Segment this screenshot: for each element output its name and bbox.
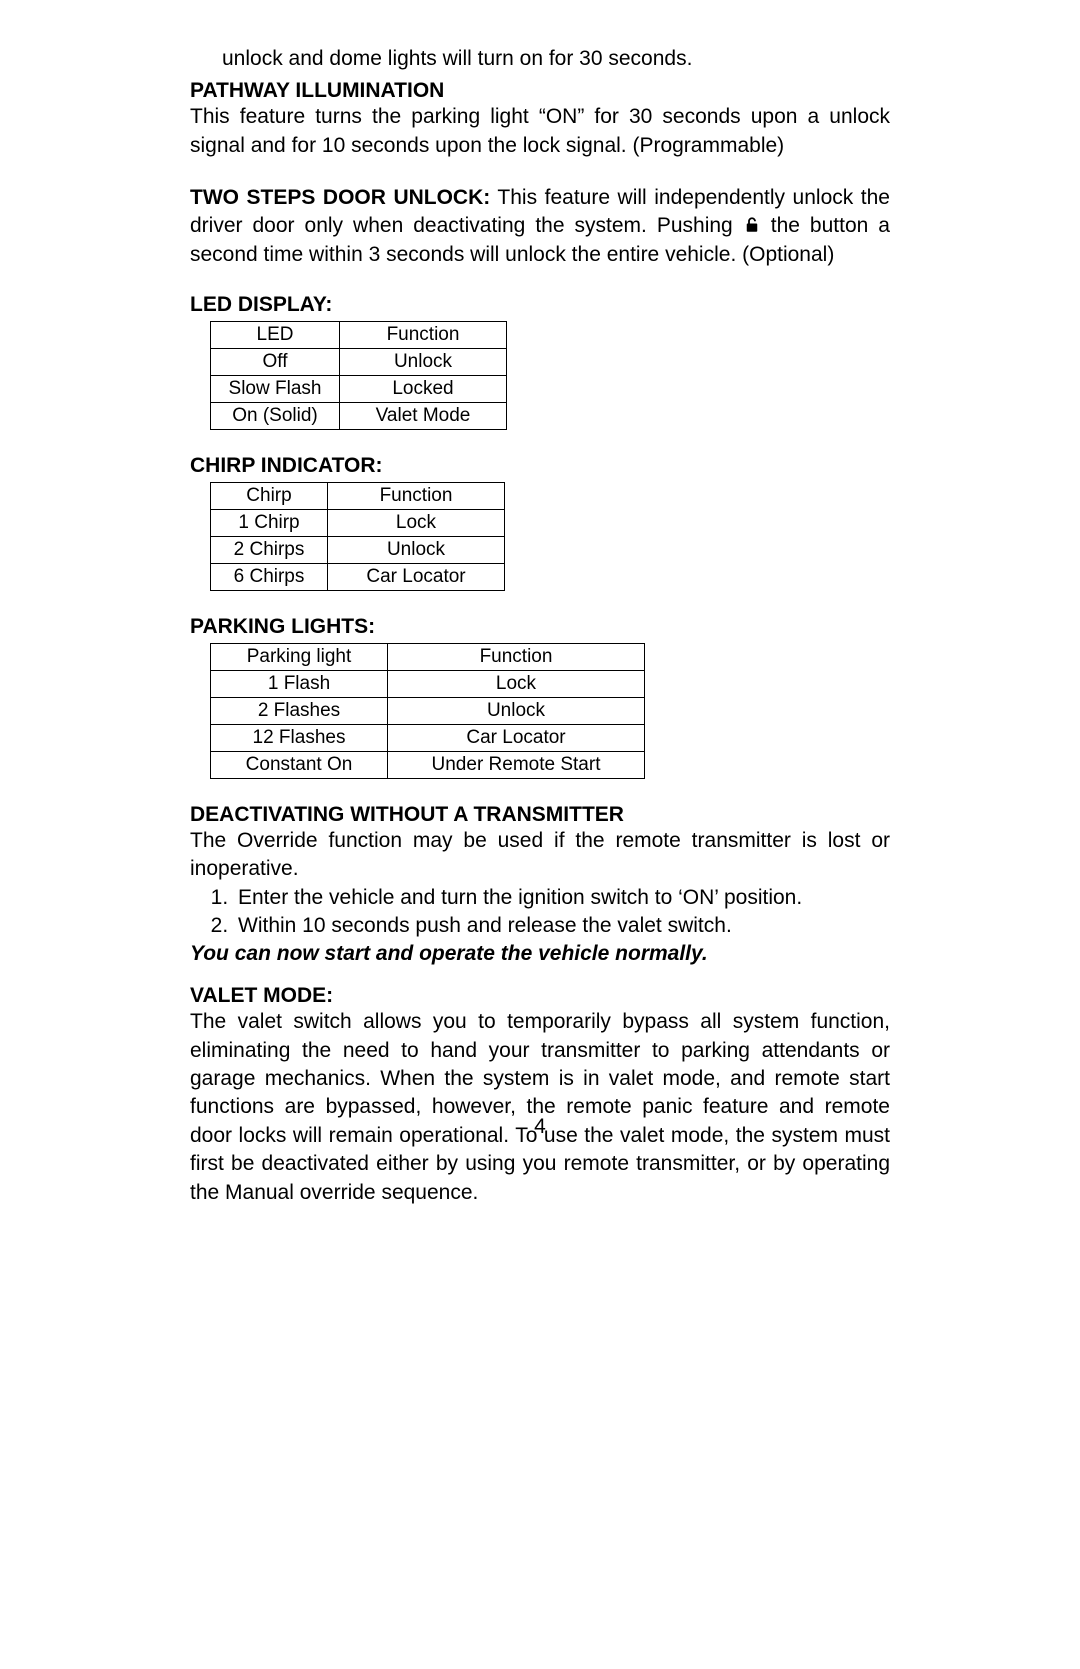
parking-title: PARKING LIGHTS: (190, 615, 890, 639)
table-row: Chirp Function (211, 483, 505, 510)
pathway-section: PATHWAY ILLUMINATION This feature turns … (190, 79, 890, 160)
table-cell: Under Remote Start (388, 752, 645, 779)
table-cell: Car Locator (388, 725, 645, 752)
table-cell: 1 Chirp (211, 510, 328, 537)
table-cell: Lock (388, 671, 645, 698)
table-cell: Unlock (388, 698, 645, 725)
table-row: 2 Chirps Unlock (211, 537, 505, 564)
unlock-icon (743, 214, 761, 232)
two-step-body: TWO STEPS DOOR UNLOCK: This feature will… (190, 184, 890, 269)
intro-text: unlock and dome lights will turn on for … (190, 45, 890, 73)
valet-body: The valet switch allows you to temporari… (190, 1008, 890, 1206)
pathway-title: PATHWAY ILLUMINATION (190, 79, 890, 103)
table-row: 1 Flash Lock (211, 671, 645, 698)
table-cell: Off (211, 349, 340, 376)
table-cell: On (Solid) (211, 403, 340, 430)
table-cell: LED (211, 322, 340, 349)
table-row: Constant On Under Remote Start (211, 752, 645, 779)
parking-table: Parking light Function 1 Flash Lock 2 Fl… (210, 643, 645, 779)
table-row: 1 Chirp Lock (211, 510, 505, 537)
deactivate-body: The Override function may be used if the… (190, 827, 890, 884)
list-item: Within 10 seconds push and release the v… (234, 912, 890, 940)
table-cell: Lock (328, 510, 505, 537)
table-row: 12 Flashes Car Locator (211, 725, 645, 752)
table-cell: Slow Flash (211, 376, 340, 403)
table-cell: 2 Flashes (211, 698, 388, 725)
table-cell: 2 Chirps (211, 537, 328, 564)
valet-title: VALET MODE: (190, 984, 890, 1008)
page-number: 4 (0, 1115, 1080, 1139)
document-page: unlock and dome lights will turn on for … (0, 0, 1080, 1669)
table-cell: Parking light (211, 644, 388, 671)
deactivate-title: DEACTIVATING WITHOUT A TRANSMITTER (190, 803, 890, 827)
spacer (190, 966, 890, 984)
table-cell: Locked (340, 376, 507, 403)
table-row: Parking light Function (211, 644, 645, 671)
table-row: On (Solid) Valet Mode (211, 403, 507, 430)
table-cell: 12 Flashes (211, 725, 388, 752)
list-item: Enter the vehicle and turn the ignition … (234, 884, 890, 912)
two-step-title: TWO STEPS DOOR UNLOCK: (190, 186, 490, 209)
table-row: 6 Chirps Car Locator (211, 564, 505, 591)
two-step-section: TWO STEPS DOOR UNLOCK: This feature will… (190, 184, 890, 269)
table-cell: Function (388, 644, 645, 671)
table-cell: 6 Chirps (211, 564, 328, 591)
led-table: LED Function Off Unlock Slow Flash Locke… (210, 321, 507, 430)
table-cell: Chirp (211, 483, 328, 510)
chirp-table: Chirp Function 1 Chirp Lock 2 Chirps Unl… (210, 482, 505, 591)
table-cell: Valet Mode (340, 403, 507, 430)
table-cell: Function (328, 483, 505, 510)
table-cell: Unlock (340, 349, 507, 376)
table-cell: Unlock (328, 537, 505, 564)
table-cell: 1 Flash (211, 671, 388, 698)
deactivate-closing: You can now start and operate the vehicl… (190, 942, 890, 966)
pathway-body: This feature turns the parking light “ON… (190, 103, 890, 160)
table-row: LED Function (211, 322, 507, 349)
table-cell: Car Locator (328, 564, 505, 591)
chirp-title: CHIRP INDICATOR: (190, 454, 890, 478)
table-row: Slow Flash Locked (211, 376, 507, 403)
deactivate-steps: Enter the vehicle and turn the ignition … (190, 884, 890, 941)
table-row: Off Unlock (211, 349, 507, 376)
table-cell: Function (340, 322, 507, 349)
table-cell: Constant On (211, 752, 388, 779)
table-row: 2 Flashes Unlock (211, 698, 645, 725)
led-title: LED DISPLAY: (190, 293, 890, 317)
